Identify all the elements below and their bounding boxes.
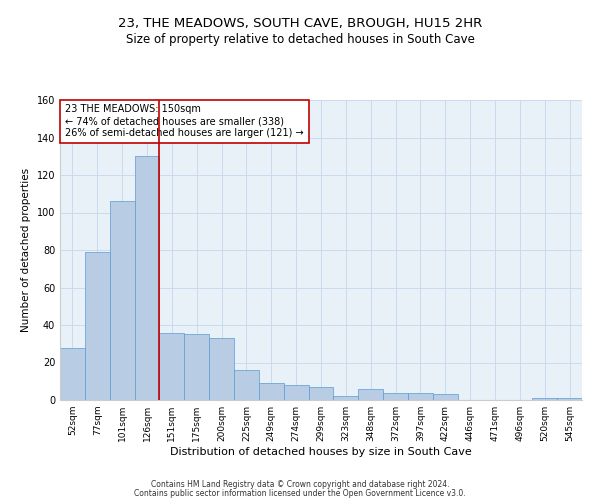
Bar	[284, 385, 308, 400]
Bar	[234, 370, 259, 400]
Bar	[60, 348, 85, 400]
Text: Size of property relative to detached houses in South Cave: Size of property relative to detached ho…	[125, 32, 475, 46]
Bar	[408, 392, 433, 400]
Bar	[110, 201, 134, 400]
Bar	[334, 396, 358, 400]
Bar	[259, 383, 284, 400]
Bar	[85, 252, 110, 400]
Bar	[134, 156, 160, 400]
Bar	[358, 389, 383, 400]
Bar	[532, 398, 557, 400]
Text: Contains public sector information licensed under the Open Government Licence v3: Contains public sector information licen…	[134, 488, 466, 498]
Bar	[308, 387, 334, 400]
Text: 23, THE MEADOWS, SOUTH CAVE, BROUGH, HU15 2HR: 23, THE MEADOWS, SOUTH CAVE, BROUGH, HU1…	[118, 18, 482, 30]
Bar	[209, 338, 234, 400]
Bar	[433, 394, 458, 400]
X-axis label: Distribution of detached houses by size in South Cave: Distribution of detached houses by size …	[170, 447, 472, 457]
Bar	[184, 334, 209, 400]
Text: Contains HM Land Registry data © Crown copyright and database right 2024.: Contains HM Land Registry data © Crown c…	[151, 480, 449, 489]
Y-axis label: Number of detached properties: Number of detached properties	[21, 168, 31, 332]
Bar	[383, 392, 408, 400]
Bar	[160, 332, 184, 400]
Text: 23 THE MEADOWS: 150sqm
← 74% of detached houses are smaller (338)
26% of semi-de: 23 THE MEADOWS: 150sqm ← 74% of detached…	[65, 104, 304, 138]
Bar	[557, 398, 582, 400]
